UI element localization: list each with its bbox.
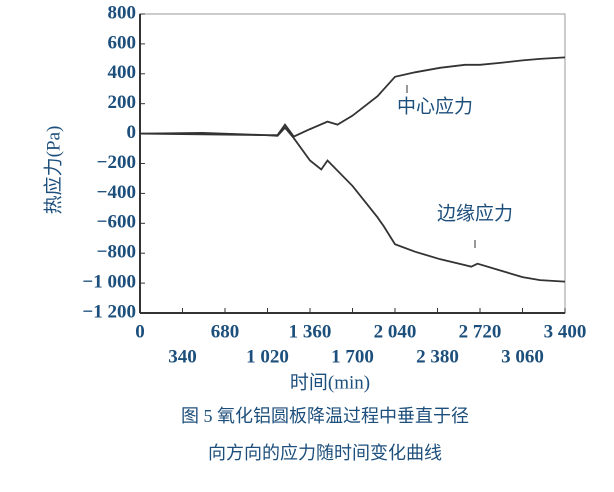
y-tick-label: 200 xyxy=(108,92,137,113)
y-tick-label: −1 000 xyxy=(82,271,136,292)
y-tick-label: −400 xyxy=(97,182,136,203)
y-tick-label: −200 xyxy=(97,152,136,173)
x-tick-label: 340 xyxy=(168,346,197,367)
y-tick-label: −600 xyxy=(97,212,136,233)
x-tick-label: 680 xyxy=(211,321,240,342)
y-axis-label: 热应力(Pa) xyxy=(42,126,64,215)
x-tick-label: 2 380 xyxy=(416,346,459,367)
y-tick-label: 600 xyxy=(108,32,137,53)
series-line xyxy=(139,126,566,283)
caption: 图 5 氧化铝圆板降温过程中垂直于径 xyxy=(181,406,469,426)
y-tick-label: 800 xyxy=(108,2,137,23)
x-tick-label: 3 060 xyxy=(501,346,544,367)
y-tick-label: 400 xyxy=(108,62,137,83)
x-tick-label: 1 700 xyxy=(331,346,374,367)
x-tick-label: 3 400 xyxy=(544,321,587,342)
annotation: 中心应力 xyxy=(397,95,473,117)
x-tick-label: 2 720 xyxy=(459,321,502,342)
caption: 向方向的应力随时间变化曲线 xyxy=(208,443,442,463)
series-line xyxy=(139,56,566,138)
x-tick-label: 1 020 xyxy=(246,346,289,367)
x-tick-label: 0 xyxy=(135,321,145,342)
y-tick-label: 0 xyxy=(127,122,137,143)
y-tick-label: −800 xyxy=(97,242,136,263)
plot-frame xyxy=(139,13,566,314)
x-tick-label: 1 360 xyxy=(289,321,332,342)
y-tick-label: −1 200 xyxy=(82,301,136,322)
x-axis-label: 时间(min) xyxy=(290,371,370,393)
x-tick-label: 2 040 xyxy=(374,321,417,342)
annotation: 边缘应力 xyxy=(437,202,513,224)
